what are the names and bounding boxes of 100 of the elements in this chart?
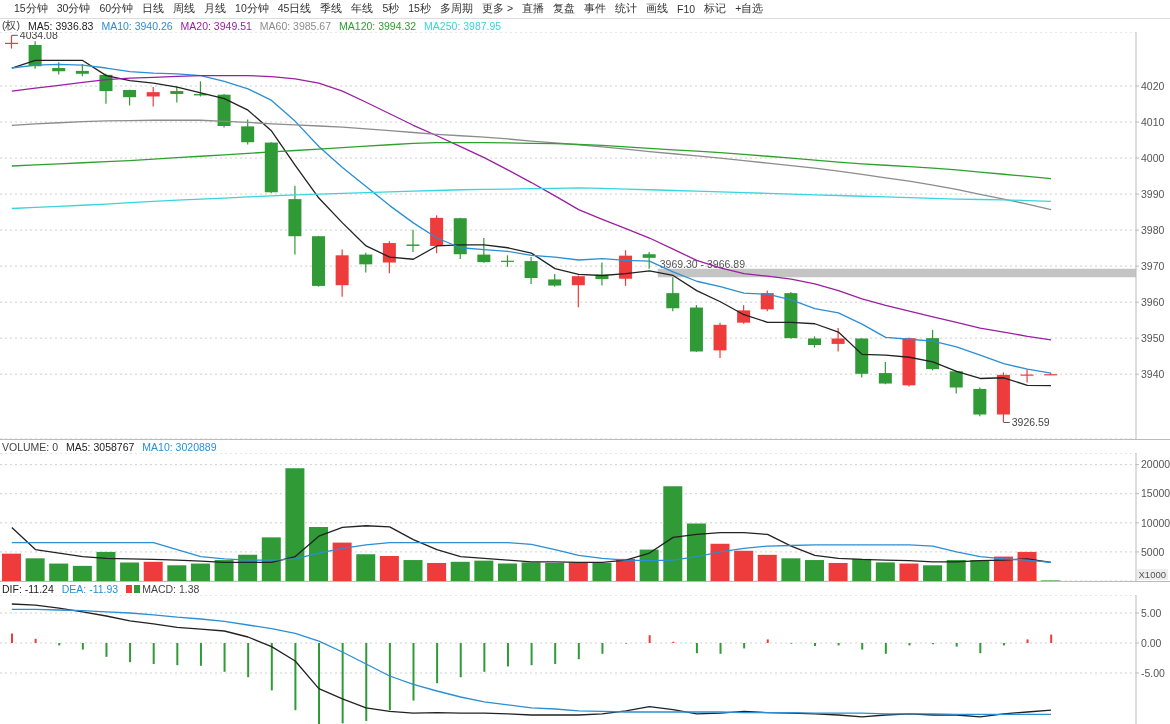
annotation: 3926.59: [1011, 416, 1050, 429]
bar: [946, 560, 966, 581]
band-label: 3969.30 - 3966.89: [659, 257, 746, 270]
bar: [554, 643, 557, 664]
bar: [143, 561, 163, 581]
bar: [852, 558, 872, 581]
y-tick-label: 0.00: [1141, 636, 1162, 649]
bar: [436, 643, 439, 684]
text: +自选: [735, 2, 764, 16]
y-tick-label: 3940: [1141, 367, 1165, 380]
bar: [341, 643, 344, 724]
bar: [247, 643, 250, 678]
bar: [427, 562, 447, 581]
bar: [568, 562, 588, 581]
y-tick-label: 3970: [1141, 259, 1165, 272]
bar: [899, 563, 919, 581]
bar: [970, 560, 990, 581]
bar: [483, 643, 486, 672]
y-tick-label: 4010: [1141, 115, 1165, 128]
bar: [601, 643, 604, 654]
bar: [884, 643, 887, 654]
text: 15秒: [408, 2, 431, 16]
candlestick: [241, 118, 255, 145]
line-series: [11, 187, 1052, 210]
bar: [521, 562, 541, 581]
bar: [223, 643, 226, 672]
legend-title: (权): [2, 18, 20, 33]
text: MA120: 3994.32: [339, 19, 417, 32]
bar: [639, 549, 659, 581]
text: X1000: [1136, 569, 1168, 580]
line-series: [11, 119, 1052, 211]
bar: [105, 643, 108, 657]
y-tick-label: 5.00: [1141, 606, 1162, 619]
bar: [388, 643, 391, 711]
text: 画线: [646, 2, 669, 16]
bar: [743, 643, 746, 649]
y-tick-label: -5.00: [1141, 666, 1166, 679]
text: MA60: 3985.67: [259, 19, 332, 32]
bar: [459, 643, 462, 678]
bar: [616, 558, 636, 581]
bar: [781, 558, 801, 581]
bar: [34, 638, 37, 643]
bar: [167, 565, 187, 581]
y-tick-label: 3990: [1141, 187, 1165, 200]
text: 周线: [173, 2, 196, 16]
bar: [403, 560, 423, 581]
text: 日线: [142, 2, 165, 16]
bar: [1026, 639, 1029, 643]
series-label: DEA: -11.93: [61, 582, 119, 595]
bar: [734, 550, 754, 581]
candlestick: [382, 240, 396, 274]
bar: [875, 562, 895, 581]
bar: [294, 643, 297, 711]
bar: [11, 633, 13, 643]
bar: [757, 554, 777, 581]
text: 季线: [320, 2, 343, 16]
bar: [450, 561, 470, 581]
candlestick: [571, 274, 585, 308]
candlestick: [524, 256, 538, 285]
bar: [270, 643, 273, 691]
bar: [261, 537, 281, 581]
bar: [710, 543, 730, 581]
bar: [190, 563, 210, 581]
text: 15分钟: [14, 2, 48, 16]
bar: [379, 555, 399, 581]
bar: [120, 562, 140, 581]
bar: [663, 486, 683, 581]
text: 事件: [584, 2, 607, 16]
candlestick: [359, 252, 373, 274]
text: 标记: [704, 2, 727, 16]
candlestick: [737, 304, 751, 325]
bar: [592, 562, 612, 581]
bar: [474, 560, 494, 581]
text: 直播: [522, 2, 545, 16]
bar: [955, 643, 958, 647]
bar: [686, 523, 706, 581]
text: 30分钟: [56, 2, 91, 16]
bar: [176, 643, 179, 666]
text: MA10: 3940.26: [101, 19, 173, 32]
text: 年线: [351, 2, 374, 16]
annotation: 4034.08: [19, 29, 58, 42]
text: 10分钟: [235, 2, 269, 16]
bar: [285, 468, 305, 581]
y-tick-label: 3960: [1141, 295, 1165, 308]
legend-title: VOLUME: 0: [2, 440, 59, 453]
bar: [828, 562, 848, 581]
bar: [861, 643, 864, 650]
text: 5秒: [382, 2, 400, 16]
candlestick: [831, 327, 845, 353]
text: 60分钟: [99, 2, 134, 16]
bar: [530, 643, 533, 666]
text: 45日线: [277, 2, 312, 16]
bar: [506, 643, 509, 667]
bar: [545, 562, 565, 581]
bar: [332, 542, 352, 581]
bar: [804, 560, 824, 581]
bar: [923, 565, 943, 581]
text: 统计: [615, 2, 638, 16]
text: 复盘: [553, 2, 576, 16]
bar: [412, 643, 415, 701]
